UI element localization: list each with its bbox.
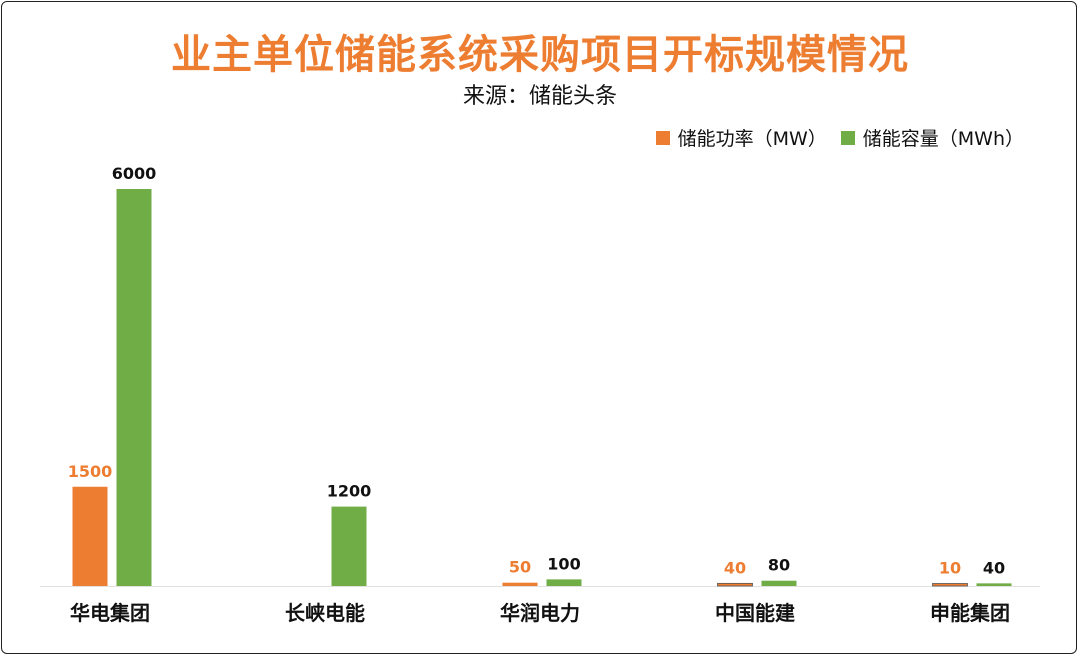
x-tick-label: 申能集团	[930, 601, 1010, 625]
chart-title: 业主单位储能系统采购项目开标规模情况	[171, 32, 909, 78]
legend: 储能功率（MW） 储能容量（MWh）	[655, 124, 1024, 151]
bar-capacity	[976, 583, 1012, 586]
data-label: 100	[547, 554, 580, 573]
x-tick-label: 长峡电能	[285, 601, 365, 625]
legend-swatch-capacity	[840, 130, 855, 145]
data-label: 6000	[112, 164, 157, 183]
bar-capacity	[761, 580, 797, 586]
data-label: 10	[939, 559, 961, 578]
data-label: 80	[768, 556, 790, 575]
bar-power	[72, 486, 108, 586]
bar-capacity	[116, 189, 152, 586]
chart-subtitle: 来源：储能头条	[462, 84, 617, 109]
data-label: 40	[724, 558, 746, 577]
bar-power	[502, 582, 538, 586]
legend-label-power: 储能功率（MW）	[677, 128, 827, 150]
legend-swatch-power	[655, 130, 670, 145]
bar-capacity	[546, 579, 582, 586]
x-tick-label: 华润电力	[500, 601, 580, 625]
x-tick-label: 中国能建	[715, 601, 795, 625]
data-label: 50	[509, 558, 531, 577]
legend-label-capacity: 储能容量（MWh）	[862, 128, 1024, 150]
bar-capacity	[331, 506, 367, 586]
legend-item-capacity: 储能容量（MWh）	[840, 124, 1024, 151]
data-label: 1200	[327, 482, 372, 501]
x-tick-label: 华电集团	[70, 601, 150, 625]
bar-power	[717, 582, 753, 587]
data-label: 1500	[68, 462, 113, 481]
legend-item-power: 储能功率（MW）	[655, 124, 827, 151]
bar-power	[932, 583, 968, 587]
data-label: 40	[983, 558, 1005, 577]
